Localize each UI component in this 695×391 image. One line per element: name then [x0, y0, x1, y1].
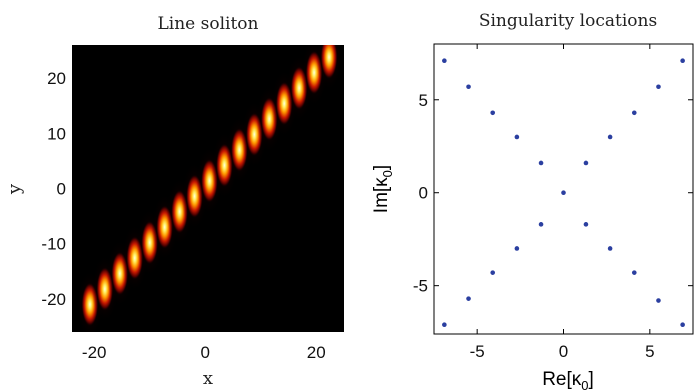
right-panel: Singularity locations -5 0 5 -5 0 5 Re[κ0] I…	[371, 11, 694, 391]
left-panel: Line soliton -20 0 20 -20 -10 0 10 20 x y	[4, 14, 344, 389]
left-x-tick-label: 0	[200, 343, 209, 362]
scatter-points	[442, 58, 685, 328]
left-chart-title: Line soliton	[158, 14, 259, 34]
left-y-ticks: -20 -10 0 10 20	[41, 69, 66, 309]
scatter-point	[631, 110, 637, 116]
scatter-point	[583, 222, 589, 227]
scatter-point	[656, 298, 661, 303]
right-y-tick-label: 0	[419, 184, 428, 203]
left-y-tick-label: 10	[47, 124, 66, 143]
left-x-tick-label: -20	[82, 343, 107, 362]
scatter-point	[538, 160, 544, 166]
left-y-axis-label: y	[4, 183, 25, 195]
scatter-point	[607, 134, 613, 140]
scatter-point	[680, 58, 685, 64]
right-x-tick-label: 0	[559, 342, 568, 361]
scatter-point	[583, 160, 589, 166]
right-x-ticks: -5 0 5	[470, 44, 655, 361]
left-x-axis-label: x	[203, 368, 213, 389]
scatter-axes-box	[433, 43, 694, 335]
scatter-point	[514, 134, 520, 140]
left-x-ticks: -20 0 20	[82, 343, 326, 362]
scatter-point	[442, 58, 447, 64]
scatter-point	[680, 322, 685, 328]
right-x-tick-label: 5	[645, 342, 654, 361]
left-y-tick-label: 20	[47, 69, 66, 88]
right-y-tick-label: 5	[419, 91, 428, 110]
left-y-tick-label: -20	[41, 290, 66, 309]
scatter-point	[466, 296, 471, 301]
scatter-point	[631, 270, 637, 275]
scatter-point	[656, 84, 661, 90]
right-y-axis-label: Im[κ0]	[371, 165, 395, 213]
scatter-point	[607, 246, 613, 251]
scatter-point	[538, 222, 544, 227]
scatter-point	[442, 322, 447, 328]
scatter-point	[466, 84, 471, 90]
scatter-point	[490, 110, 496, 116]
scatter-point	[514, 246, 520, 251]
right-x-tick-label: -5	[470, 342, 485, 361]
scatter-point	[490, 270, 496, 275]
right-y-tick-label: -5	[413, 277, 428, 296]
left-x-tick-label: 20	[307, 343, 326, 362]
soliton-peak	[320, 45, 338, 80]
right-chart-title: Singularity locations	[479, 11, 657, 31]
soliton-peaks	[76, 45, 343, 332]
right-x-axis-label: Re[κ0]	[542, 369, 594, 391]
right-y-ticks: -5 0 5	[413, 91, 693, 296]
left-y-tick-label: 0	[57, 180, 66, 199]
scatter-point	[561, 190, 566, 196]
left-y-tick-label: -10	[41, 235, 66, 254]
